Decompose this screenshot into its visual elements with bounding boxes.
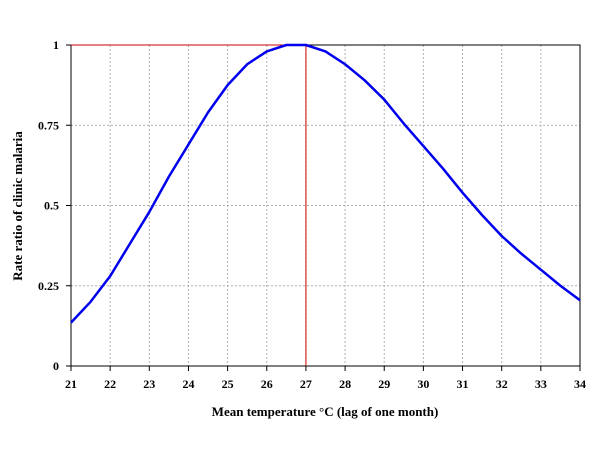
y-tick-label: 0.75 <box>38 118 59 132</box>
x-tick-label: 30 <box>417 377 429 391</box>
x-tick-label: 26 <box>261 377 273 391</box>
x-tick-label: 28 <box>339 377 351 391</box>
x-tick-label: 34 <box>574 377 586 391</box>
y-tick-label: 0 <box>53 359 59 373</box>
x-tick-label: 27 <box>300 377 312 391</box>
y-tick-label: 1 <box>53 38 59 52</box>
x-tick-label: 23 <box>143 377 155 391</box>
y-axis-ticks: 0 0.25 0.5 0.75 1 <box>38 38 71 373</box>
x-tick-label: 33 <box>535 377 547 391</box>
x-tick-label: 25 <box>222 377 234 391</box>
x-tick-label: 24 <box>182 377 194 391</box>
x-tick-label: 32 <box>496 377 508 391</box>
x-axis-ticks: 21 22 23 24 25 26 27 28 29 30 31 32 33 34 <box>65 366 586 391</box>
x-tick-label: 29 <box>378 377 390 391</box>
y-tick-label: 0.25 <box>38 279 59 293</box>
y-tick-label: 0.5 <box>44 199 59 213</box>
series-line <box>70 43 581 324</box>
y-axis-title: Rate ratio of clinic malaria <box>10 131 25 281</box>
x-tick-label: 31 <box>457 377 469 391</box>
x-tick-label: 21 <box>65 377 77 391</box>
x-axis-title: Mean temperature °C (lag of one month) <box>212 404 439 419</box>
series-layer <box>70 43 581 324</box>
x-tick-label: 22 <box>104 377 116 391</box>
grid-lines <box>71 45 580 366</box>
